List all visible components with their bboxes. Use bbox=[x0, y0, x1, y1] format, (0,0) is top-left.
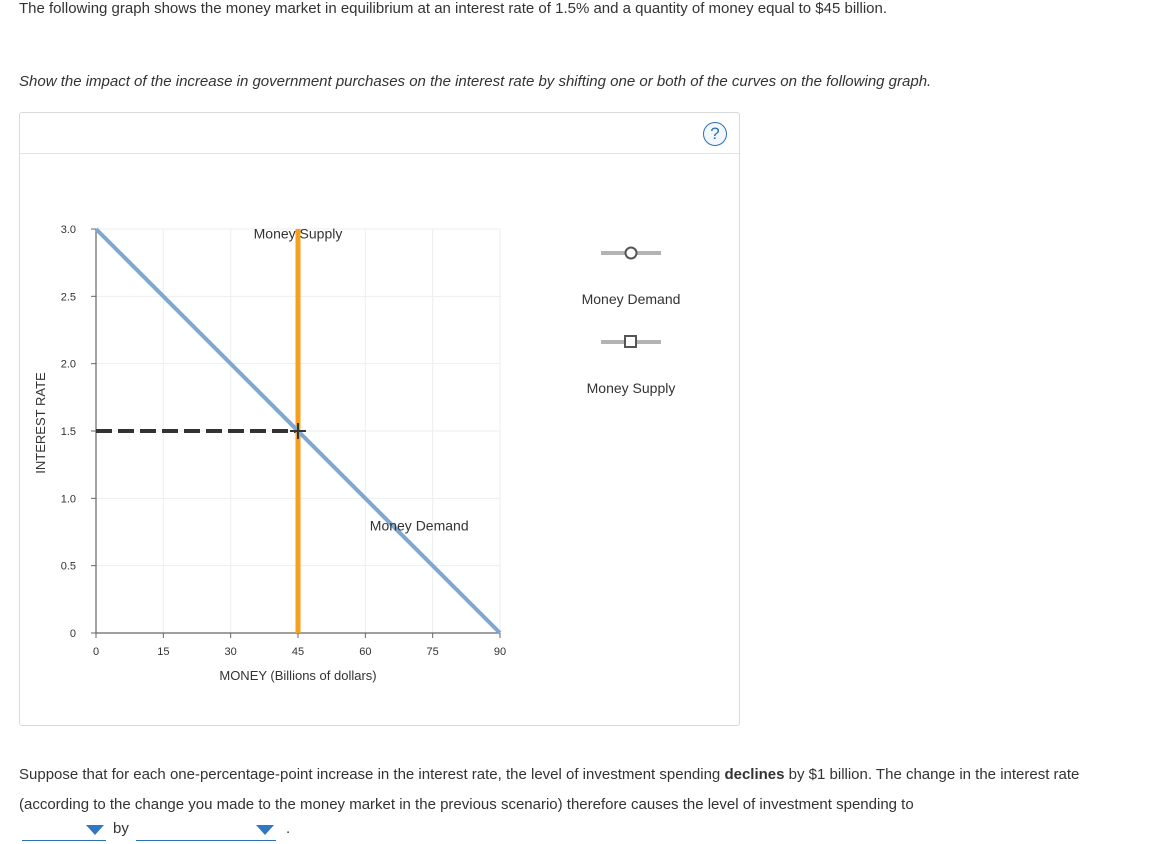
y-tick-label: 0 bbox=[70, 628, 76, 640]
y-tick-label: 1.5 bbox=[61, 426, 76, 438]
chevron-down-icon bbox=[256, 825, 274, 835]
legend-label-money-supply: Money Supply bbox=[587, 380, 676, 396]
money-supply-curve-label: Money Supply bbox=[254, 225, 343, 241]
money-market-graph[interactable]: 0 15 30 45 60 75 90 0 0.5 1.0 1.5 2.0 2.5 3.0 INTERES… bbox=[20, 113, 739, 725]
tick-labels: 0 15 30 45 60 75 90 0 0.5 1.0 1.5 2.0 2.5 3.0 bbox=[61, 224, 506, 658]
x-tick-label: 30 bbox=[225, 646, 237, 658]
period-mark: . bbox=[286, 820, 291, 837]
x-tick-label: 15 bbox=[157, 646, 169, 658]
panel-header: ? bbox=[20, 113, 739, 154]
square-marker-icon bbox=[624, 335, 637, 348]
graph-panel: ? 0 15 30 45 60 75 90 0 0.5 1.0 1.5 2.0 2.5 3.0 INTER… bbox=[19, 112, 740, 726]
y-tick-label: 2.0 bbox=[61, 359, 76, 371]
legend-item-money-demand[interactable]: Money Demand bbox=[582, 246, 681, 308]
y-tick-label: 1.0 bbox=[61, 493, 76, 505]
x-tick-label: 60 bbox=[359, 646, 371, 658]
y-tick-label: 2.5 bbox=[61, 291, 76, 303]
question-bold-word: declines bbox=[724, 766, 785, 783]
legend-label-money-demand: Money Demand bbox=[582, 291, 681, 307]
by-label: by bbox=[113, 820, 129, 837]
instruction-text: Show the impact of the increase in gover… bbox=[19, 73, 932, 90]
y-tick-label: 3.0 bbox=[61, 224, 76, 236]
question-part-1: Suppose that for each one-percentage-poi… bbox=[19, 766, 725, 783]
question-part-2: by $1 billion. The change in the interes… bbox=[19, 766, 1080, 813]
circle-marker-icon bbox=[624, 246, 638, 260]
help-button[interactable]: ? bbox=[703, 122, 727, 146]
question-text: Suppose that for each one-percentage-poi… bbox=[19, 760, 1149, 820]
x-tick-label: 0 bbox=[93, 646, 99, 658]
y-tick-label: 0.5 bbox=[61, 561, 76, 573]
chevron-down-icon bbox=[86, 825, 104, 835]
x-axis-label: MONEY (Billions of dollars) bbox=[219, 668, 376, 683]
x-tick-label: 90 bbox=[494, 646, 506, 658]
direction-dropdown[interactable] bbox=[22, 818, 106, 841]
equilibrium-marker bbox=[290, 423, 306, 439]
intro-text: The following graph shows the money mark… bbox=[19, 0, 888, 17]
y-axis-label: INTEREST RATE bbox=[33, 372, 48, 474]
x-tick-label: 45 bbox=[292, 646, 304, 658]
legend-item-money-supply[interactable]: Money Supply bbox=[587, 335, 676, 396]
x-tick-label: 75 bbox=[427, 646, 439, 658]
money-demand-curve-label: Money Demand bbox=[370, 518, 469, 534]
amount-dropdown[interactable] bbox=[136, 818, 276, 841]
